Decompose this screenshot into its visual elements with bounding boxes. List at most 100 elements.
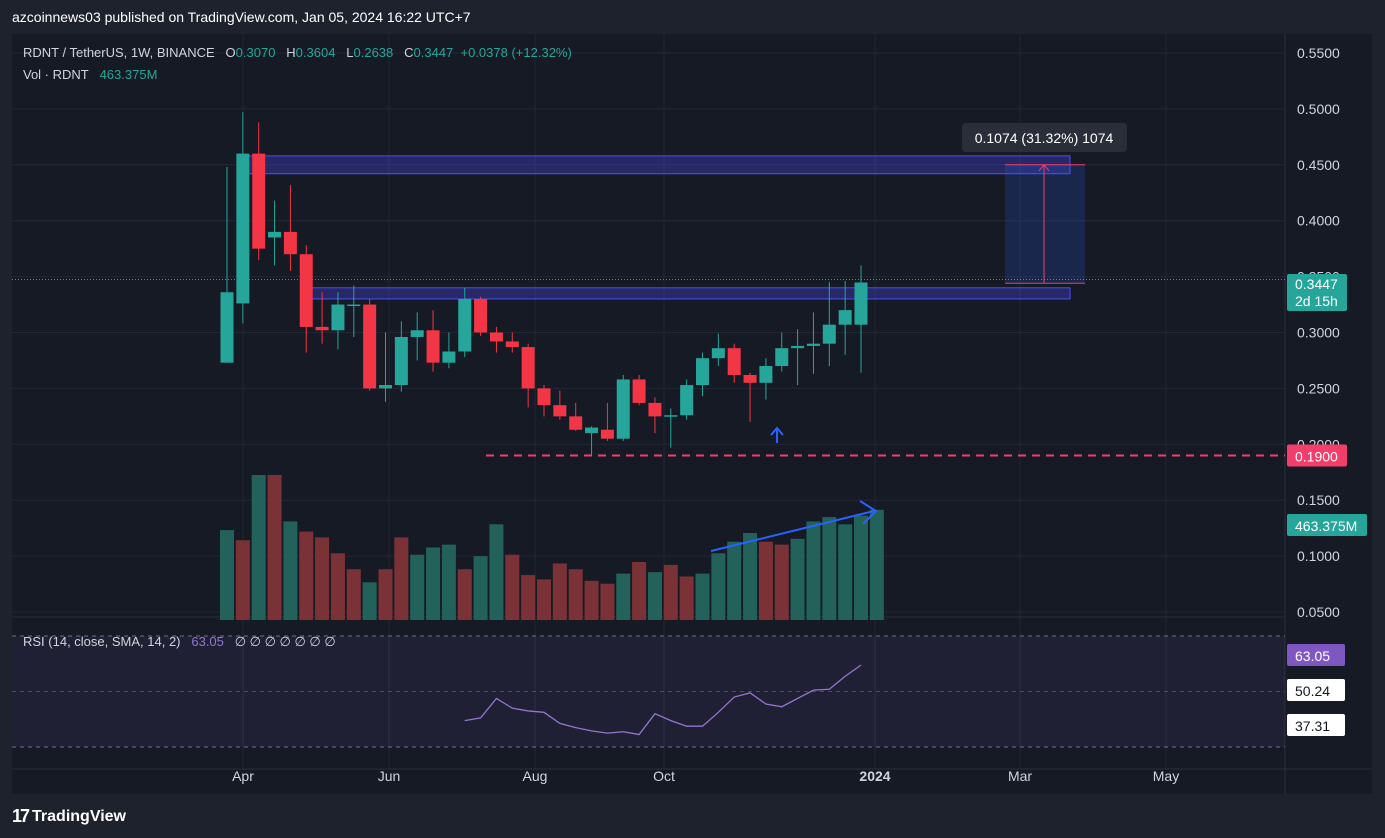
- measure-arrowhead: [1038, 164, 1050, 172]
- volume-bar: [711, 553, 726, 620]
- rsi-band: [12, 636, 1285, 747]
- volume-tag: 463.375M: [1295, 518, 1357, 534]
- symbol-label: RDNT / TetherUS, 1W, BINANCE: [23, 45, 215, 60]
- close-key: C: [404, 45, 414, 60]
- volume-tag-bg: [1287, 514, 1367, 536]
- candle-down: [315, 326, 329, 331]
- support-price-tag-bg: [1287, 444, 1347, 467]
- tradingview-logo-icon: 17: [12, 806, 30, 826]
- volume-bar: [220, 530, 234, 620]
- publisher-line: azcoinnews03 published on TradingView.co…: [12, 9, 471, 25]
- price-tick-label: 0.1000: [1297, 548, 1340, 564]
- volume-bar: [267, 475, 282, 620]
- candle-down: [600, 429, 614, 439]
- bottom-marker-arrowhead: [770, 426, 784, 436]
- chart-panel[interactable]: 0.55000.50000.45000.40000.35000.30000.25…: [12, 34, 1372, 794]
- candle-up: [791, 345, 805, 349]
- candle-down: [505, 341, 519, 348]
- candle-up: [220, 292, 234, 363]
- volume-bar: [521, 575, 536, 620]
- volume-bar: [394, 537, 409, 620]
- volume-bar: [489, 524, 504, 620]
- volume-bar: [822, 517, 837, 620]
- rsi-legend: RSI (14, close, SMA, 14, 2) 63.05 ∅ ∅ ∅ …: [23, 634, 336, 650]
- volume-bar: [774, 544, 789, 620]
- price-tick-label: 0.4000: [1297, 213, 1340, 229]
- candle-down: [252, 153, 266, 249]
- volume-bar: [647, 572, 662, 620]
- measure-label: 0.1074 (31.32%) 1074: [975, 130, 1114, 146]
- candle-up: [394, 336, 408, 386]
- volume-bar: [441, 544, 456, 620]
- resistance-zone-middle: [308, 287, 1071, 300]
- candle-down: [426, 330, 440, 363]
- candle-up: [442, 351, 456, 363]
- candle-up: [410, 330, 424, 337]
- high-value: 0.3604: [295, 45, 336, 60]
- candle-up: [664, 415, 678, 417]
- countdown-tag: 2d 15h: [1295, 293, 1338, 309]
- candle-down: [363, 304, 377, 389]
- volume-bar: [426, 547, 441, 620]
- volume-bar: [743, 533, 758, 620]
- measure-box: [1005, 164, 1085, 284]
- rsi-value: 63.05: [191, 634, 224, 649]
- time-tick-label: Mar: [1008, 768, 1032, 784]
- rsi-lower-tag: 37.31: [1295, 718, 1330, 734]
- volume-bar: [790, 538, 805, 620]
- volume-bar: [299, 531, 314, 620]
- volume-trend-arrow: [710, 510, 875, 552]
- volume-bar: [505, 554, 520, 620]
- volume-bar: [235, 540, 250, 620]
- candle-up: [806, 343, 820, 346]
- volume-bar: [584, 580, 599, 620]
- volume-bar: [854, 515, 868, 620]
- volume-bar: [727, 541, 742, 620]
- volume-legend: Vol · RDNT 463.375M: [23, 67, 157, 82]
- volume-trend-arrowhead: [859, 500, 878, 525]
- tradingview-brand[interactable]: 17 TradingView: [12, 806, 126, 827]
- drawings: [710, 426, 878, 552]
- change-value: +0.0378 (+12.32%): [460, 45, 572, 60]
- volume-bar: [457, 569, 472, 620]
- candle-up: [680, 385, 694, 416]
- volume-bar: [330, 553, 345, 620]
- price-tick-label: 0.3000: [1297, 325, 1340, 341]
- candle-up: [854, 282, 868, 325]
- rsi-rest: ∅ ∅ ∅ ∅ ∅ ∅ ∅: [234, 634, 336, 649]
- open-key: O: [225, 45, 236, 60]
- candle-up: [838, 310, 852, 325]
- candle-up: [236, 153, 250, 304]
- volume-bar: [362, 582, 377, 620]
- candle-down: [743, 374, 757, 383]
- resistance-zone-upper: [243, 155, 1071, 175]
- volume-bar: [552, 563, 567, 620]
- candle-up: [822, 324, 836, 344]
- last-price-tag: 0.3447: [1295, 276, 1338, 292]
- volume-bar: [679, 576, 694, 620]
- candle-down: [569, 416, 583, 430]
- candle-down: [632, 379, 646, 403]
- volume-bars: [220, 475, 884, 620]
- candle-up: [331, 304, 345, 331]
- volume-bar: [600, 583, 615, 620]
- candle-up: [585, 427, 599, 434]
- volume-bar: [806, 521, 821, 620]
- candle-down: [489, 332, 503, 342]
- candle-up: [347, 304, 361, 307]
- axis-labels: 0.55000.50000.45000.40000.35000.30000.25…: [232, 45, 1367, 784]
- price-tick-label: 0.5000: [1297, 101, 1340, 117]
- volume-bar: [410, 554, 425, 620]
- volume-bar: [869, 509, 884, 620]
- rsi-lower-tag-bg: [1287, 714, 1345, 736]
- candle-up: [268, 231, 282, 238]
- candle-down: [648, 402, 662, 417]
- candle-up: [711, 348, 725, 359]
- volume-bar: [695, 573, 710, 620]
- time-tick-label: Oct: [653, 768, 675, 784]
- brand-name: TradingView: [32, 807, 126, 825]
- candle-up: [775, 348, 789, 367]
- candlestick-chart[interactable]: 0.55000.50000.45000.40000.35000.30000.25…: [12, 34, 1372, 794]
- rsi-key: RSI (14, close, SMA, 14, 2): [23, 634, 181, 649]
- volume-key: Vol · RDNT: [23, 67, 89, 82]
